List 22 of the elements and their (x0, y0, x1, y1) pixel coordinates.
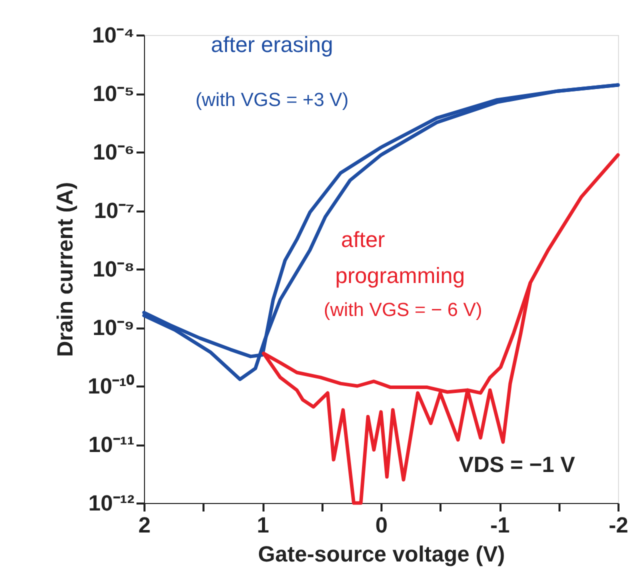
annotation: VDS = −1 V (458, 452, 576, 477)
y-tick-label: 10⁻⁹ (92, 315, 134, 340)
annotation: after (340, 227, 386, 252)
annotation: (with VGS = +3 V) (195, 90, 349, 111)
y-tick-label: 10⁻¹⁰ (88, 374, 134, 398)
y-tick-label: 10⁻¹¹ (88, 432, 134, 457)
x-tick-label: -2 (608, 512, 628, 538)
y-tick-label: 10⁻⁷ (94, 198, 134, 223)
y-tick-label: 10⁻⁶ (92, 140, 134, 164)
y-tick-label: 10⁻⁵ (92, 81, 134, 106)
x-tick-label: 0 (375, 512, 388, 538)
y-tick-label: 10⁻¹² (88, 490, 134, 516)
y-tick-label: 10⁻⁸ (92, 256, 134, 282)
annotation: programming (335, 263, 465, 288)
x-tick-label: 2 (138, 512, 151, 538)
y-axis-title: Drain current (A) (52, 182, 78, 357)
y-tick-label: 10⁻⁴ (92, 22, 134, 48)
annotation: after erasing (210, 32, 334, 57)
x-tick-label: 1 (256, 512, 270, 538)
x-axis-title: Gate-source voltage (V) (258, 542, 505, 566)
x-tick-label: -1 (490, 512, 510, 538)
annotation: (with VGS = − 6 V) (324, 300, 482, 321)
